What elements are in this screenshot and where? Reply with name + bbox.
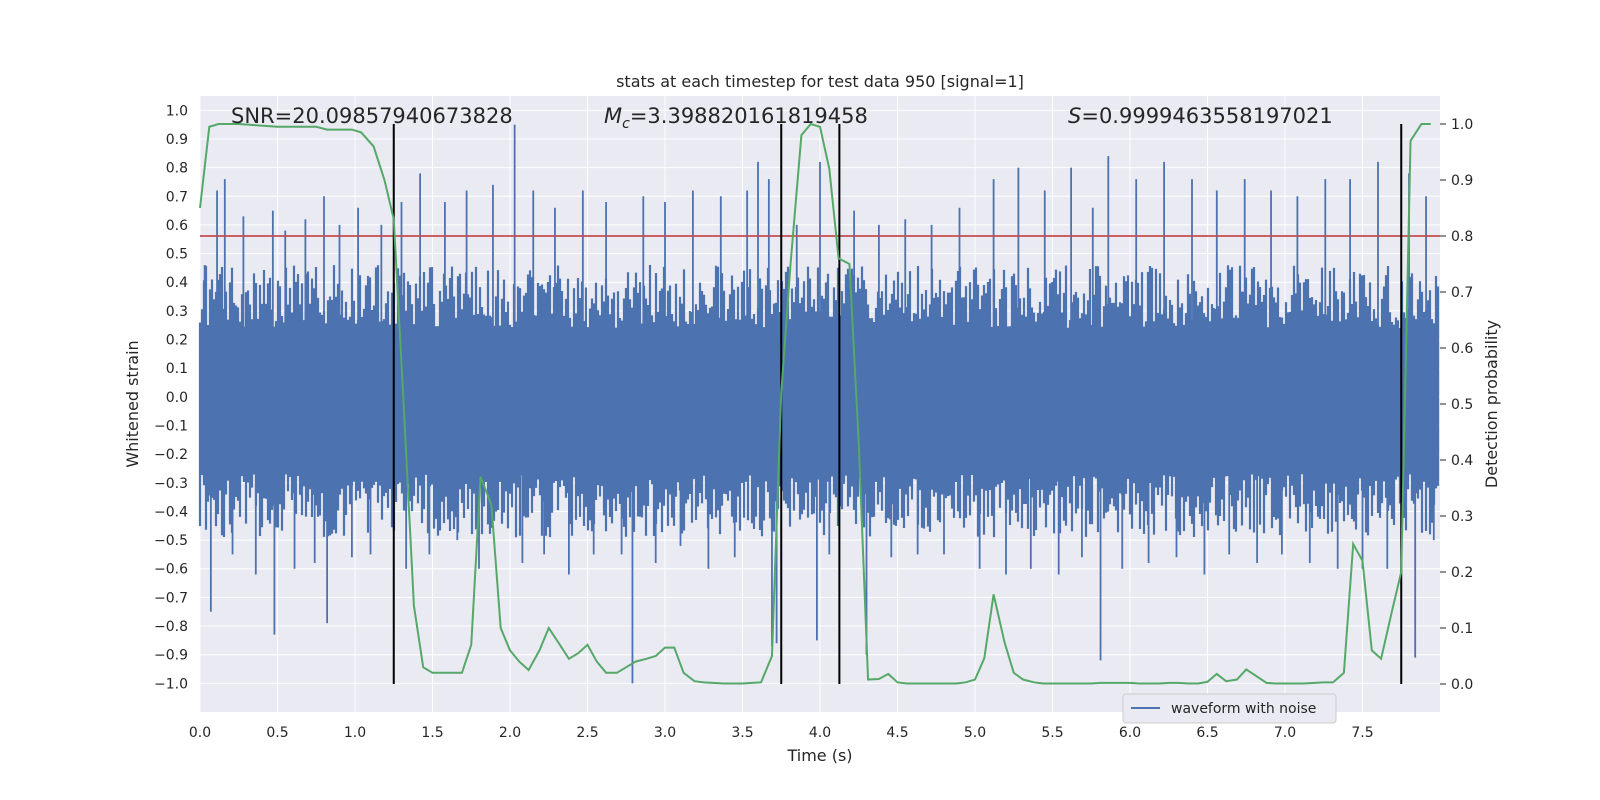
y2-tick-label: 0.7 [1451,285,1473,301]
y2-axis-ticks: 0.0 0.1 0.2 0.3 0.4 0.5 0.6 0.7 0.8 0.9 1.0 [1440,117,1473,693]
snr-annotation: SNR=20.09857940673828 [231,104,513,128]
legend-box [1122,693,1337,724]
y-tick-label: 0.2 [166,333,188,349]
legend: waveform with noise [1122,693,1337,724]
y-tick-label: 0.1 [166,361,188,377]
x-tick-label: 4.0 [809,725,831,741]
y2-tick-label: 0.4 [1451,453,1473,469]
x-tick-label: 7.5 [1351,725,1373,741]
y2-tick-label: 0.3 [1451,509,1473,525]
legend-label: waveform with noise [1171,701,1316,717]
y-tick-label: 0.7 [166,189,188,205]
x-tick-label: 0.0 [189,725,211,741]
y2-axis-label: Detection probability [1482,320,1501,488]
y-tick-label: −0.2 [154,447,188,463]
y-axis-ticks: 1.0 0.9 0.8 0.7 0.6 0.5 0.4 0.3 0.2 0.1 0.0 −0.1 −0.… [154,103,188,692]
y-tick-label: 0.6 [166,218,188,234]
chirp-mass-annotation: Mc=3.398820161819458 [604,104,868,132]
chirp-mass-symbol: M [604,104,622,128]
y-axis-label: Whitened strain [123,340,142,467]
chirp-mass-subscript: c [622,116,630,132]
x-tick-label: 4.5 [886,725,908,741]
score-symbol: S [1068,104,1081,128]
x-axis-ticks: 0.0 0.5 1.0 1.5 2.0 2.5 3.0 3.5 4.0 4.5 5.0 5.5 6.0 6… [189,725,1374,741]
y-tick-label: −0.3 [154,476,188,492]
y-tick-label: 0.5 [166,247,188,263]
chart-title: stats at each timestep for test data 950… [616,72,1024,91]
y-tick-label: −0.9 [154,648,188,664]
chirp-mass-value: =3.398820161819458 [630,104,868,128]
x-tick-label: 0.5 [266,725,288,741]
y-tick-label: −0.5 [154,533,188,549]
y-tick-label: −0.1 [154,418,188,434]
y-tick-label: 0.8 [166,161,188,177]
x-tick-label: 7.0 [1274,725,1296,741]
y-tick-label: −0.4 [154,504,188,520]
x-tick-label: 1.0 [344,725,366,741]
y2-tick-label: 0.1 [1451,621,1473,637]
y2-tick-label: 0.0 [1451,677,1473,693]
x-tick-label: 2.0 [499,725,521,741]
y-tick-label: 0.3 [166,304,188,320]
y2-tick-label: 0.5 [1451,397,1473,413]
y-tick-label: 1.0 [166,103,188,119]
score-value: =0.9999463558197021 [1081,104,1332,128]
probability-line [199,122,1431,685]
y2-tick-label: 0.9 [1451,173,1473,189]
y-tick-label: −0.8 [154,619,188,635]
x-tick-label: 5.5 [1041,725,1063,741]
y2-tick-label: 0.2 [1451,565,1473,581]
y2-tick-label: 1.0 [1451,117,1473,133]
x-tick-label: 2.5 [576,725,598,741]
x-tick-label: 6.5 [1196,725,1218,741]
x-axis-label: Time (s) [786,746,852,765]
y-tick-label: 0.4 [166,275,188,291]
x-tick-label: 5.0 [964,725,986,741]
y2-tick-label: 0.8 [1451,229,1473,245]
y-tick-label: −0.6 [154,562,188,578]
y-tick-label: 0.9 [166,132,188,148]
y-tick-label: −0.7 [154,590,188,606]
x-tick-label: 3.0 [654,725,676,741]
x-tick-label: 6.0 [1119,725,1141,741]
x-tick-label: 3.5 [731,725,753,741]
y2-tick-label: 0.6 [1451,341,1473,357]
x-tick-label: 1.5 [421,725,443,741]
score-annotation: S=0.9999463558197021 [1068,104,1333,128]
y-tick-label: −1.0 [154,676,188,692]
y-tick-label: 0.0 [166,390,188,406]
